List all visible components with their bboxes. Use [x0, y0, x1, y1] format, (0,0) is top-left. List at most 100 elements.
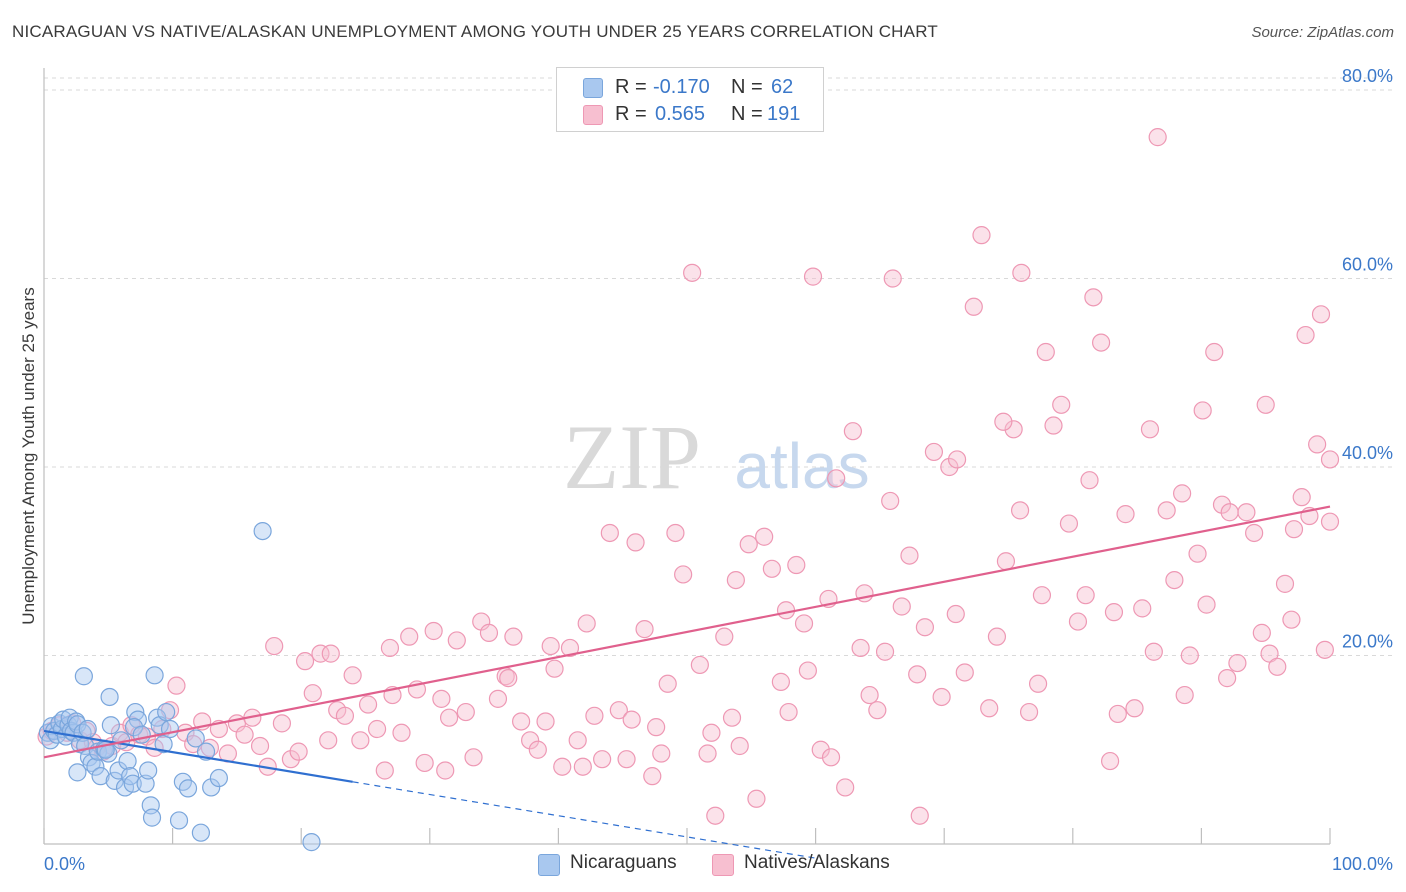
- native-alaskan-point: [504, 627, 523, 646]
- native-alaskan-point: [1148, 128, 1167, 147]
- natives-alaskans-trend-line: [43, 505, 1331, 759]
- native-alaskan-point: [1311, 305, 1331, 324]
- watermark-zip: ZIP: [563, 406, 701, 508]
- y-tick-label: 40.0%: [1342, 443, 1393, 463]
- legend-n-value: 191: [767, 103, 801, 125]
- native-alaskan-point: [647, 718, 666, 737]
- nicaraguan-point: [136, 774, 155, 793]
- native-alaskan-point: [392, 723, 411, 742]
- native-alaskan-point: [553, 757, 572, 776]
- native-alaskan-point: [335, 706, 355, 725]
- nicaraguan-point: [124, 718, 144, 737]
- nicaraguan-point: [74, 667, 93, 686]
- native-alaskan-point: [1197, 595, 1216, 614]
- native-alaskan-point: [955, 663, 974, 682]
- correlation-legend: R = -0.170 N = 62 R = 0.565 N = 191: [556, 67, 824, 132]
- native-alaskan-point: [946, 604, 965, 624]
- native-alaskan-point: [1220, 503, 1239, 522]
- native-alaskan-point: [528, 740, 547, 759]
- native-alaskan-point: [924, 442, 944, 462]
- chart-title: NICARAGUAN VS NATIVE/ALASKAN UNEMPLOYMEN…: [12, 22, 938, 41]
- native-alaskan-point: [1315, 640, 1334, 659]
- nicaraguan-point: [302, 833, 321, 852]
- native-alaskan-point: [447, 631, 466, 650]
- native-alaskan-point: [875, 642, 895, 661]
- nicaraguan-point: [202, 778, 221, 797]
- watermark-atlas: atlas: [734, 430, 869, 502]
- native-alaskan-point: [521, 731, 540, 750]
- native-alaskan-point: [1019, 702, 1039, 722]
- native-alaskan-point: [1108, 704, 1127, 724]
- x-tick-label-min: 0.0%: [44, 854, 85, 874]
- nicaraguan-point: [101, 716, 120, 735]
- native-alaskan-point: [1252, 623, 1271, 642]
- source-credit: Source: ZipAtlas.com: [1251, 24, 1394, 41]
- native-alaskan-point: [715, 627, 734, 646]
- native-alaskan-point: [771, 672, 790, 691]
- y-tick-label: 80.0%: [1342, 66, 1393, 86]
- legend-swatch-nicaraguans: [583, 78, 603, 98]
- native-alaskan-point: [776, 601, 796, 620]
- native-alaskan-point: [1010, 501, 1030, 520]
- native-alaskan-point: [1320, 512, 1340, 531]
- y-tick-labels: 20.0% 40.0% 60.0% 80.0%: [1342, 66, 1393, 652]
- native-alaskan-point: [281, 750, 301, 769]
- trend-lines: [43, 505, 1331, 859]
- y-tick-label: 20.0%: [1342, 632, 1393, 652]
- native-alaskan-point: [868, 701, 887, 720]
- native-alaskan-point: [1320, 450, 1340, 469]
- native-alaskan-point: [722, 708, 742, 727]
- native-alaskan-point: [1188, 544, 1207, 563]
- native-alaskan-point: [585, 706, 604, 725]
- native-alaskan-point: [787, 555, 806, 575]
- legend-n-label: N =: [731, 76, 763, 98]
- nicaraguan-point: [68, 715, 87, 734]
- native-alaskan-point: [1157, 501, 1176, 520]
- native-alaskan-point: [593, 750, 612, 769]
- nicaraguan-point: [169, 811, 189, 830]
- native-alaskan-point: [947, 450, 967, 469]
- native-alaskan-point: [1125, 699, 1144, 718]
- natives-alaskans-points: [37, 128, 1340, 825]
- native-alaskan-point: [488, 689, 508, 708]
- native-alaskan-point: [1205, 342, 1224, 362]
- native-alaskan-point: [836, 778, 855, 797]
- legend-r-value: -0.170: [653, 76, 710, 98]
- native-alaskan-point: [1091, 333, 1111, 352]
- x-tick-marks: [43, 828, 1331, 844]
- native-alaskan-point: [1133, 599, 1152, 618]
- native-alaskan-point: [1165, 570, 1184, 590]
- native-alaskan-point: [1228, 653, 1247, 673]
- native-alaskan-point: [643, 767, 662, 786]
- nicaraguan-point: [78, 719, 97, 739]
- native-alaskan-point: [577, 614, 596, 633]
- native-alaskan-point: [747, 789, 766, 808]
- native-alaskan-point: [617, 750, 636, 769]
- native-alaskan-point: [1173, 484, 1192, 503]
- nicaraguan-point: [157, 702, 176, 722]
- native-alaskan-point: [726, 570, 745, 590]
- native-alaskan-point: [1218, 669, 1237, 688]
- native-alaskan-point: [367, 719, 387, 739]
- native-alaskan-point: [762, 559, 781, 578]
- legend-n-label: N =: [731, 103, 763, 125]
- native-alaskan-point: [1245, 523, 1264, 543]
- native-alaskan-point: [167, 676, 186, 695]
- native-alaskan-point: [1212, 495, 1232, 514]
- native-alaskan-point: [600, 523, 619, 543]
- native-alaskan-point: [1104, 603, 1124, 622]
- native-alaskan-point: [1292, 488, 1311, 507]
- native-alaskan-point: [568, 731, 587, 750]
- native-alaskan-point: [658, 674, 677, 693]
- nicaraguan-point: [191, 823, 210, 842]
- native-alaskan-point: [375, 761, 394, 780]
- native-alaskan-point: [666, 523, 685, 543]
- nicaraguan-point: [118, 751, 137, 771]
- nicaraguan-point: [139, 761, 158, 780]
- native-alaskan-point: [499, 669, 518, 688]
- nicaraguan-point: [142, 808, 162, 827]
- nicaraguan-point: [86, 757, 105, 776]
- y-tick-label: 60.0%: [1342, 255, 1393, 275]
- native-alaskan-point: [908, 665, 927, 684]
